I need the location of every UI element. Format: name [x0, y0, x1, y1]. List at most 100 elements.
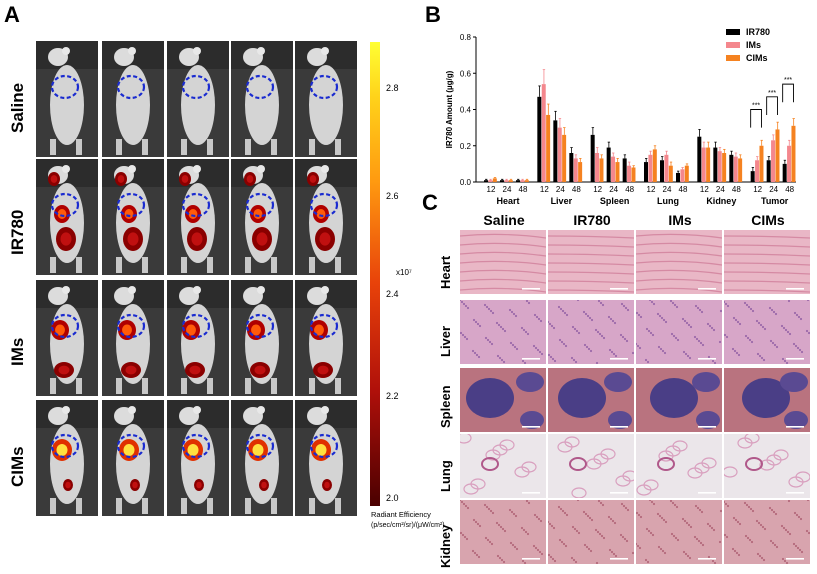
legend-swatch	[726, 42, 740, 48]
row-label-saline: Saline	[8, 82, 27, 133]
timepoint-label: 24	[663, 185, 672, 194]
legend-swatch	[726, 29, 740, 35]
bar-ims-kidney-48h	[733, 156, 738, 182]
group-label: Heart	[496, 196, 519, 206]
bar-ir780-liver-48h	[569, 153, 574, 182]
histology-image	[460, 300, 546, 364]
bar-ir780-kidney-24h	[713, 147, 718, 182]
bar-ims-spleen-48h	[627, 165, 632, 182]
bar-ir780-kidney-48h	[729, 154, 734, 182]
bar-cims-spleen-24h	[615, 162, 620, 182]
bar-ir780-tumor-48h	[782, 163, 787, 182]
bar-ir780-heart-48h	[516, 180, 520, 182]
bar-cims-liver-48h	[578, 162, 583, 182]
histology-image	[548, 230, 634, 294]
bar-ims-tumor-12h	[755, 160, 760, 182]
bar-ir780-lung-48h	[676, 172, 680, 182]
panel-a-label: A	[4, 2, 20, 27]
bar-ims-tumor-24h	[771, 140, 776, 182]
bar-cims-spleen-12h	[599, 158, 604, 182]
bar-ir780-spleen-48h	[622, 158, 627, 182]
histology-image	[636, 230, 722, 294]
histology-image	[460, 434, 546, 498]
row-label-ir780: IR780	[8, 209, 27, 255]
timepoint-label: 48	[572, 185, 581, 194]
mouse-image	[102, 400, 164, 516]
histology-row-label-kidney: Kidney	[438, 524, 453, 568]
bar-cims-lung-12h	[652, 149, 657, 182]
histology-row-label-spleen: Spleen	[438, 385, 453, 428]
bar-cims-lung-24h	[668, 165, 673, 182]
mouse-image	[167, 280, 229, 396]
significance-label: ***	[784, 77, 792, 84]
significance-bracket	[750, 109, 762, 128]
histology-image	[636, 434, 722, 498]
colorbar-units: (p/sec/cm²/sr)/(μW/cm²)	[371, 522, 445, 529]
timepoint-label: 24	[503, 185, 512, 194]
bar-cims-kidney-48h	[738, 158, 743, 182]
significance-label: ***	[768, 90, 776, 97]
mouse-image	[231, 400, 293, 516]
mouse-image	[102, 280, 164, 396]
mouse-image	[102, 159, 164, 275]
timepoint-label: 12	[647, 185, 656, 194]
bar-ir780-tumor-24h	[766, 160, 771, 182]
bar-cims-heart-24h	[508, 180, 513, 182]
bar-ims-liver-24h	[557, 127, 562, 182]
bar-ir780-tumor-12h	[750, 171, 755, 182]
bar-cims-spleen-48h	[631, 167, 636, 182]
bar-ir780-liver-24h	[553, 120, 558, 182]
bar-ims-liver-12h	[541, 84, 546, 182]
timepoint-label: 24	[769, 185, 778, 194]
histology-image	[724, 500, 810, 564]
panel-c-label: C	[422, 190, 438, 215]
histology-image	[548, 434, 634, 498]
timepoint-label: 12	[753, 185, 762, 194]
mouse-image	[102, 41, 164, 157]
timepoint-label: 12	[700, 185, 709, 194]
y-tick-label: 0.0	[460, 178, 472, 187]
group-label: Spleen	[600, 196, 630, 206]
histology-row-label-liver: Liver	[438, 325, 453, 357]
colorbar-tick: 2.2	[386, 391, 399, 401]
colorbar-tick: 2.6	[386, 191, 399, 201]
histology-image	[548, 500, 634, 564]
colorbar-tick: 2.0	[386, 493, 399, 503]
histology-row-label-heart: Heart	[438, 255, 453, 289]
mouse-image	[231, 159, 293, 275]
bar-ims-spleen-24h	[611, 156, 616, 182]
histology-image	[724, 300, 810, 364]
colorbar-gradient	[370, 42, 380, 506]
mouse-image	[36, 159, 98, 275]
y-tick-label: 0.8	[460, 33, 472, 42]
bar-ims-heart-48h	[520, 180, 525, 182]
bar-ims-heart-12h	[488, 180, 493, 182]
histology-col-header-ir780: IR780	[573, 212, 611, 228]
mouse-image	[36, 41, 98, 157]
timepoint-label: 12	[487, 185, 496, 194]
timepoint-label: 24	[556, 185, 565, 194]
mouse-image	[167, 159, 229, 275]
y-axis-label: IR780 Amount (µg/g)	[445, 70, 454, 148]
bar-ir780-lung-24h	[660, 160, 664, 182]
mouse-image	[295, 400, 357, 516]
timepoint-label: 48	[785, 185, 794, 194]
bar-cims-lung-48h	[684, 165, 689, 182]
bar-ims-lung-24h	[664, 154, 669, 182]
bar-cims-liver-24h	[562, 134, 567, 182]
bar-ir780-spleen-12h	[590, 134, 595, 182]
histology-image	[460, 500, 546, 564]
bar-ir780-spleen-24h	[606, 147, 611, 182]
biodistribution-bar-chart: 0.0 0.2 0.4 0.6 0.8 IR780 Amount (µg/g) 12 24 48…	[445, 27, 796, 206]
histology-image	[548, 300, 634, 364]
mouse-image	[231, 41, 293, 157]
bar-ir780-heart-12h	[484, 180, 488, 182]
mouse-image	[36, 280, 98, 396]
bar-cims-liver-12h	[546, 114, 551, 182]
legend-label: CIMs	[746, 53, 768, 63]
mouse-image	[231, 280, 293, 396]
colorbar-tick: 2.4	[386, 289, 399, 299]
bar-cims-tumor-12h	[759, 145, 764, 182]
row-label-cims: CIMs	[8, 446, 27, 487]
timepoint-label: 24	[716, 185, 725, 194]
